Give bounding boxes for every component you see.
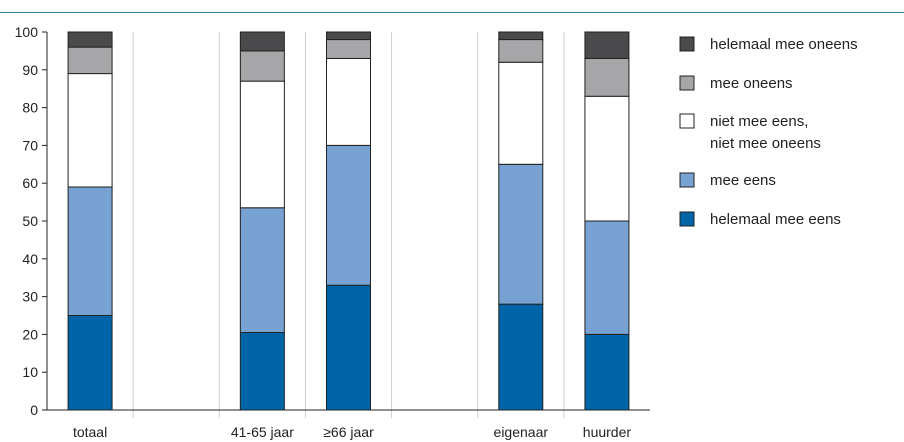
y-tick-label: 20	[22, 326, 38, 342]
legend-label: helemaal mee eens	[710, 211, 841, 228]
y-tick-label: 30	[22, 289, 38, 305]
bar-segment-niet-mee-eens-niet-mee-oneens	[239, 80, 285, 209]
y-tick-label: 40	[22, 251, 38, 267]
bar-segment-mee-eens	[67, 186, 113, 316]
legend-swatch	[679, 211, 695, 227]
legend-swatch	[679, 36, 695, 52]
x-tick-label: eigenaar	[494, 424, 549, 440]
legend-swatch	[679, 172, 695, 188]
y-tick-label: 0	[30, 402, 38, 418]
bar-segment-helemaal-mee-oneens	[67, 31, 113, 48]
x-tick-label: totaal	[73, 424, 107, 440]
bar-segment-helemaal-mee-oneens	[584, 31, 630, 59]
bar-segment-mee-eens	[498, 163, 544, 305]
legend: helemaal mee oneens mee oneens niet mee ee…	[679, 36, 858, 228]
bar-segment-helemaal-mee-eens	[498, 303, 544, 411]
bar-segment-niet-mee-eens-niet-mee-oneens	[67, 73, 113, 188]
top-rule	[0, 12, 904, 13]
bar-segment-helemaal-mee-eens	[326, 284, 371, 411]
bar-segment-helemaal-mee-eens	[584, 333, 630, 411]
x-tick-label: ≥66 jaar	[323, 424, 374, 440]
bar-segment-mee-eens	[239, 207, 285, 334]
legend-label: helemaal mee oneens	[710, 36, 858, 53]
bar-segment-helemaal-mee-eens	[239, 332, 285, 411]
bar-segment-mee-oneens	[239, 50, 285, 82]
legend-label: mee oneens	[710, 75, 793, 92]
grid-layer	[132, 32, 565, 418]
bar-segment-mee-oneens	[498, 39, 544, 63]
bar-segment-helemaal-mee-eens	[67, 315, 113, 411]
axes-layer: 0 10 20 30 40 50 60 70 80 90 100 totaal 41-65 jaar ≥6…	[15, 24, 650, 440]
bar-segment-mee-oneens	[67, 46, 113, 75]
legend-label: niet mee oneens	[710, 135, 821, 152]
y-tick-label: 60	[22, 175, 38, 191]
bar-segment-helemaal-mee-oneens	[239, 31, 285, 52]
y-tick-label: 100	[15, 24, 39, 40]
y-tick-label: 90	[22, 62, 38, 78]
x-tick-label: huurder	[583, 424, 632, 440]
bar-segment-mee-eens	[326, 144, 371, 286]
y-tick-label: 80	[22, 100, 38, 116]
bar-segment-mee-oneens	[584, 57, 630, 97]
bar-segment-niet-mee-eens-niet-mee-oneens	[584, 95, 630, 222]
legend-label: mee eens	[710, 172, 776, 189]
bar-segment-niet-mee-eens-niet-mee-oneens	[326, 57, 371, 146]
legend-label: niet mee eens,	[710, 113, 808, 130]
legend-swatch	[679, 113, 695, 129]
y-tick-label: 10	[22, 364, 38, 380]
x-tick-label: 41-65 jaar	[231, 424, 294, 440]
bar-segment-helemaal-mee-oneens	[498, 31, 544, 41]
bar-segment-mee-eens	[584, 220, 630, 335]
bar-segment-helemaal-mee-oneens	[326, 31, 371, 41]
bars-layer	[67, 31, 630, 411]
y-tick-label: 50	[22, 213, 38, 229]
y-tick-label: 70	[22, 137, 38, 153]
legend-swatch	[679, 75, 695, 91]
bar-segment-mee-oneens	[326, 39, 371, 59]
bar-segment-niet-mee-eens-niet-mee-oneens	[498, 61, 544, 165]
